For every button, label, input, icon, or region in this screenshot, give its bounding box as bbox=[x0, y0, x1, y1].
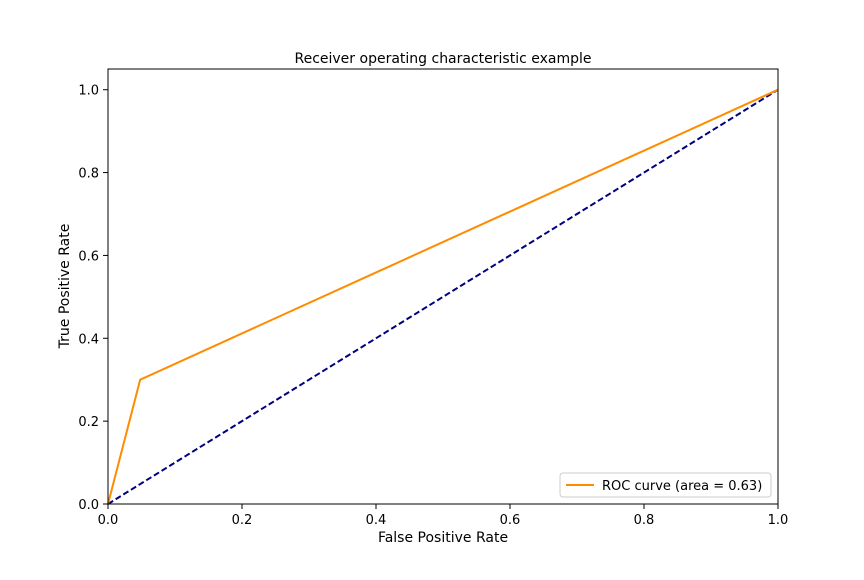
y-tick-label: 0.6 bbox=[78, 249, 99, 264]
legend-label-roc-curve: ROC curve (area = 0.63) bbox=[602, 479, 762, 494]
chart-title: Receiver operating characteristic exampl… bbox=[294, 51, 591, 67]
axes-frame bbox=[107, 68, 779, 505]
y-tick-label: 0.2 bbox=[78, 415, 99, 430]
x-tick-label: 1.0 bbox=[768, 513, 789, 528]
x-tick-label: 0.0 bbox=[98, 513, 119, 528]
y-tick-label: 1.0 bbox=[78, 84, 99, 99]
series-layer bbox=[107, 88, 779, 505]
y-tick-label: 0.8 bbox=[78, 167, 99, 182]
y-tick-label: 0.4 bbox=[78, 332, 99, 347]
legend-box bbox=[559, 472, 772, 498]
chance-diagonal-line bbox=[107, 88, 779, 505]
x-axis-ticks: 0.0 0.2 0.4 0.6 0.8 1.0 bbox=[98, 504, 789, 528]
roc-curve-line bbox=[107, 88, 779, 505]
x-tick-label: 0.8 bbox=[634, 513, 655, 528]
x-tick-label: 0.6 bbox=[500, 513, 521, 528]
legend: ROC curve (area = 0.63) bbox=[559, 472, 772, 498]
y-axis-label: True Positive Rate bbox=[57, 224, 73, 350]
y-tick-label: 0.0 bbox=[78, 498, 99, 513]
x-axis-label: False Positive Rate bbox=[378, 530, 508, 546]
x-tick-label: 0.2 bbox=[232, 513, 253, 528]
plot-area bbox=[107, 68, 779, 505]
y-axis-ticks: 0.0 0.2 0.4 0.6 0.8 1.0 bbox=[78, 84, 108, 513]
x-tick-label: 0.4 bbox=[366, 513, 387, 528]
